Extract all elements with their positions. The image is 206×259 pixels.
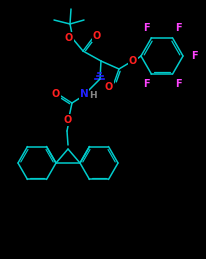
Text: O: O bbox=[64, 33, 73, 43]
Text: H: H bbox=[89, 91, 96, 100]
Text: F: F bbox=[174, 23, 180, 33]
Text: F: F bbox=[174, 79, 180, 89]
Text: F: F bbox=[142, 79, 149, 89]
Text: O: O bbox=[128, 56, 136, 66]
Text: O: O bbox=[104, 82, 112, 92]
Text: O: O bbox=[64, 115, 72, 125]
Text: N: N bbox=[79, 89, 88, 99]
Text: F: F bbox=[142, 23, 149, 33]
Text: O: O bbox=[92, 31, 101, 41]
Text: F: F bbox=[190, 51, 196, 61]
Text: O: O bbox=[52, 89, 60, 99]
